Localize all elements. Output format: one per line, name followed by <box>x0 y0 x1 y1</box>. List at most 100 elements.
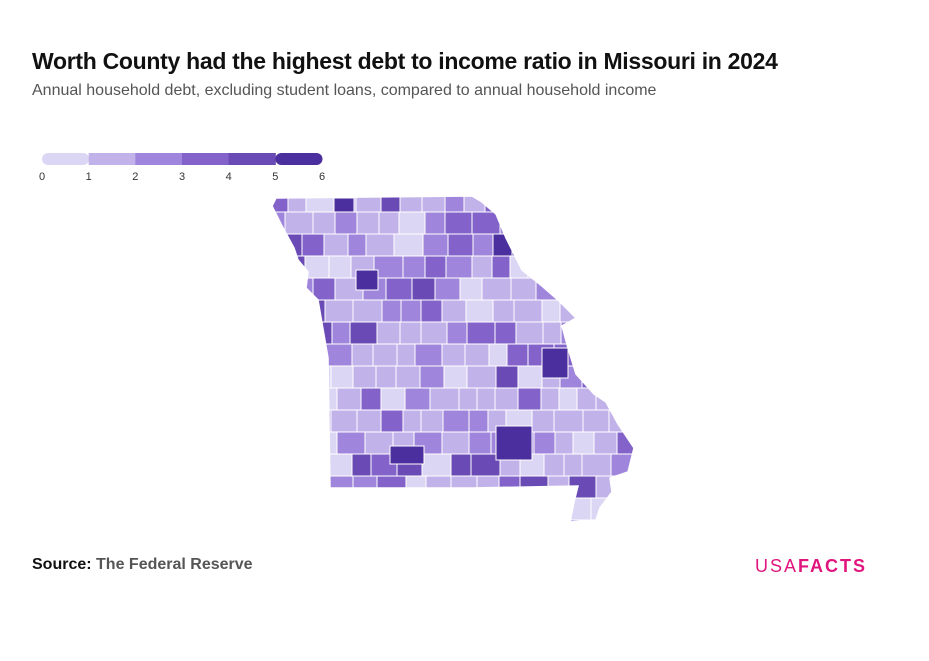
county-shape <box>351 453 372 477</box>
county-shape <box>356 211 380 235</box>
county-shape <box>420 321 448 345</box>
county-shape <box>488 343 508 367</box>
county-shape <box>626 497 634 521</box>
county-shape <box>595 387 615 411</box>
county-shape <box>604 299 627 323</box>
county-shape <box>464 497 487 521</box>
legend-tick-label: 6 <box>319 171 325 183</box>
county-shape <box>381 299 402 323</box>
legend-swatch <box>228 153 276 165</box>
county-shape <box>614 211 634 235</box>
county-shape <box>540 387 560 411</box>
legend-swatch <box>135 153 183 165</box>
county-shape <box>625 299 634 323</box>
county-shape <box>597 343 627 367</box>
county-shape <box>393 233 424 257</box>
county-shape <box>376 475 407 499</box>
county-shape <box>541 347 569 379</box>
county-shape <box>331 321 351 345</box>
county-shape <box>588 519 619 522</box>
county-shape <box>399 196 423 213</box>
county-shape <box>311 475 331 499</box>
county-shape <box>391 497 422 521</box>
county-shape <box>444 196 465 213</box>
county-shape <box>421 196 446 213</box>
county-shape <box>517 365 543 389</box>
legend-swatch <box>42 153 90 165</box>
county-shape <box>333 197 355 213</box>
county-shape <box>584 277 613 301</box>
county-shape <box>272 497 285 521</box>
county-shape <box>576 387 597 411</box>
county-shape <box>527 255 548 279</box>
legend-tick-label: 0 <box>39 171 45 183</box>
county-shape <box>272 255 287 279</box>
county-shape <box>653 388 660 410</box>
county-shape <box>283 387 314 411</box>
county-shape <box>378 211 400 235</box>
county-shape <box>334 211 358 235</box>
county-shape <box>509 255 529 279</box>
county-shape <box>352 475 378 499</box>
county-shape <box>552 233 581 257</box>
county-shape <box>312 387 338 411</box>
county-shape <box>365 233 395 257</box>
county-shape <box>568 475 597 499</box>
county-shape <box>287 409 310 433</box>
county-shape <box>380 409 404 433</box>
county-shape <box>272 519 288 522</box>
county-shape <box>287 321 311 345</box>
county-shape <box>622 233 634 257</box>
usafacts-logo[interactable]: USAFACTS <box>755 556 867 577</box>
county-shape <box>380 196 401 213</box>
county-shape <box>466 321 496 345</box>
county-shape <box>402 255 426 279</box>
county-shape <box>272 475 288 499</box>
county-shape <box>524 497 546 521</box>
county-shape <box>444 211 473 235</box>
legend-tick-label: 1 <box>86 171 92 183</box>
county-shape <box>376 321 401 345</box>
missouri-county-map <box>271 190 660 530</box>
county-shape <box>304 255 330 279</box>
county-shape <box>400 299 422 323</box>
county-shape <box>380 387 406 411</box>
county-shape <box>636 520 660 530</box>
county-shape <box>617 519 634 522</box>
county-shape <box>595 196 616 213</box>
county-shape <box>641 234 660 256</box>
county-shape <box>312 211 336 235</box>
county-shape <box>546 255 577 279</box>
county-shape <box>360 519 382 522</box>
county-shape <box>284 211 314 235</box>
county-shape <box>442 409 470 433</box>
county-shape <box>420 299 443 323</box>
county-shape <box>522 196 547 213</box>
county-shape <box>637 190 660 212</box>
county-shape <box>429 387 460 411</box>
county-shape <box>653 278 660 300</box>
county-shape <box>608 409 634 433</box>
county-shape <box>465 299 494 323</box>
county-shape <box>402 409 422 433</box>
legend-swatch <box>182 153 230 165</box>
legend-swatch <box>275 153 323 165</box>
county-shape <box>288 431 312 455</box>
legend-tick-label: 3 <box>179 171 185 183</box>
county-shape <box>447 233 474 257</box>
county-shape <box>529 233 554 257</box>
legend-tick-label: 2 <box>132 171 138 183</box>
county-shape <box>565 497 592 521</box>
county-shape <box>492 299 515 323</box>
county-shape <box>512 519 542 522</box>
county-shape <box>581 453 612 477</box>
county-shape <box>272 409 289 433</box>
county-shape <box>399 321 422 345</box>
county-shape <box>485 497 507 521</box>
county-shape <box>582 299 606 323</box>
county-shape <box>621 475 634 499</box>
county-shape <box>644 256 660 278</box>
county-shape <box>441 299 467 323</box>
county-shape <box>499 211 527 235</box>
county-shape <box>389 445 425 465</box>
